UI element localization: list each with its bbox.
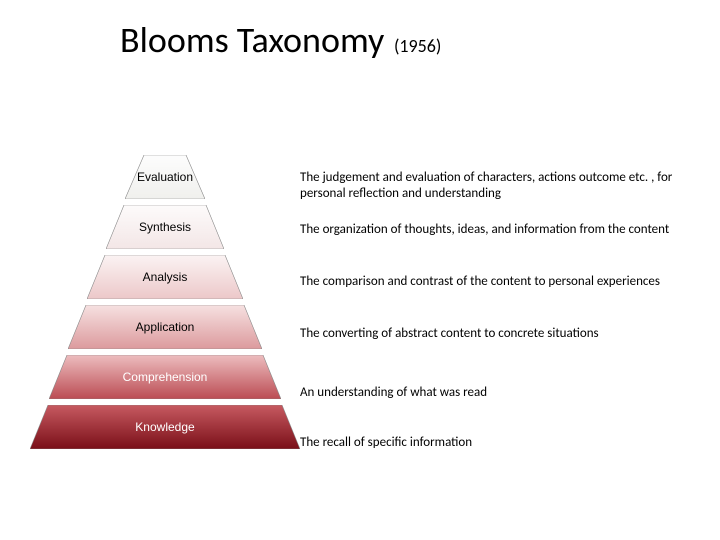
level-description: The judgement and evaluation of characte… bbox=[300, 170, 700, 203]
pyramid-level: Synthesis bbox=[106, 205, 224, 249]
slide-title: Blooms Taxonomy (1956) bbox=[120, 18, 441, 62]
pyramid-level-label: Application bbox=[68, 320, 262, 334]
level-description: The recall of specific information bbox=[300, 435, 472, 451]
pyramid-level-label: Analysis bbox=[87, 270, 243, 284]
blooms-pyramid: Evaluation Synthesis Analysis Application Co… bbox=[35, 155, 295, 465]
pyramid-level-label: Comprehension bbox=[49, 370, 281, 384]
title-text: Blooms Taxonomy bbox=[120, 18, 384, 62]
level-description: The comparison and contrast of the conte… bbox=[300, 274, 660, 290]
pyramid-level-label: Synthesis bbox=[106, 220, 224, 234]
pyramid-level-label: Knowledge bbox=[30, 420, 300, 434]
level-description: The organization of thoughts, ideas, and… bbox=[300, 222, 669, 238]
pyramid-level: Knowledge bbox=[30, 405, 300, 449]
level-description: The converting of abstract content to co… bbox=[300, 326, 599, 342]
level-description: An understanding of what was read bbox=[300, 385, 487, 401]
pyramid-level: Comprehension bbox=[49, 355, 281, 399]
pyramid-level: Application bbox=[68, 305, 262, 349]
pyramid-level: Evaluation bbox=[125, 155, 205, 199]
title-year: (1956) bbox=[394, 35, 441, 57]
pyramid-level: Analysis bbox=[87, 255, 243, 299]
pyramid-level-label: Evaluation bbox=[125, 170, 205, 184]
